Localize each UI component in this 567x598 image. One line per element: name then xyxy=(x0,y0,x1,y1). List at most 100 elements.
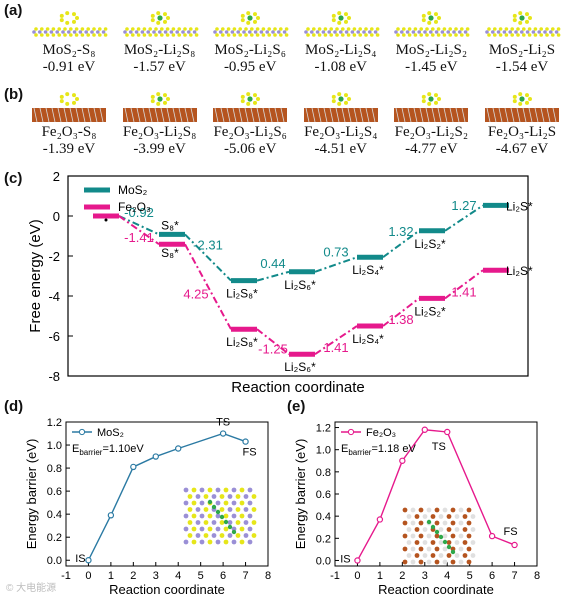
sulfur-atom xyxy=(65,101,70,106)
oxygen-bond xyxy=(142,107,146,123)
sulfur-atom xyxy=(437,27,441,31)
mo-atom xyxy=(248,30,252,34)
fe-atom xyxy=(442,559,448,565)
mo-atom xyxy=(259,30,264,34)
mo-atom xyxy=(251,533,257,538)
oxygen-bond xyxy=(504,107,509,123)
sulfur-atom xyxy=(556,33,561,37)
oxygen-bond xyxy=(341,107,346,123)
lithium-atom xyxy=(338,15,344,21)
sulfur-atom xyxy=(221,27,225,31)
y-tick-label: 0.2 xyxy=(316,533,331,545)
oxygen-bond xyxy=(45,107,50,123)
sulfur-atom xyxy=(340,27,345,31)
mo-atom xyxy=(101,30,106,34)
sulfur-atom xyxy=(92,27,96,31)
sulfur-atom xyxy=(59,94,64,99)
oxygen-bond xyxy=(124,107,128,123)
mo-atom xyxy=(199,500,205,506)
mo-atom xyxy=(236,30,241,34)
sulfur-atom xyxy=(448,33,453,37)
mo-atom xyxy=(548,30,553,34)
x-tick-label: 6 xyxy=(220,570,226,582)
mo-atom xyxy=(219,30,223,34)
y-tick-label: 0.0 xyxy=(316,555,331,567)
mo-atom xyxy=(531,30,536,34)
mos2-structure-0: MoS₂-S₈ -0.91 eV xyxy=(28,6,110,76)
sulfur-atom xyxy=(130,33,135,37)
sulfur-atom xyxy=(255,27,260,31)
sulfur-atom xyxy=(317,33,322,37)
data-point xyxy=(152,453,159,460)
mo-atom xyxy=(429,30,433,34)
oxygen-bond xyxy=(498,107,503,123)
data-point xyxy=(175,445,182,452)
sulfur-atom xyxy=(155,20,160,25)
mo-atom xyxy=(203,494,209,499)
fe-atom xyxy=(458,507,464,513)
oxygen-bond xyxy=(93,107,98,123)
fe-atom xyxy=(410,546,416,552)
oxygen-bond xyxy=(232,107,237,123)
fe-atom xyxy=(410,507,416,513)
oxygen-bond xyxy=(534,107,539,123)
fe-atom xyxy=(418,533,424,539)
state-label: Li₂S* xyxy=(506,264,533,278)
sulfur-atom xyxy=(273,33,277,37)
fe2o3-binding-energy: -4.77 eV xyxy=(405,141,458,157)
fe-atom xyxy=(414,553,420,558)
x-tick-label: 2 xyxy=(399,570,405,582)
sulfur-atom xyxy=(533,33,538,37)
sulfur-atom xyxy=(346,97,351,101)
sulfur-atom xyxy=(57,33,61,37)
fe-atom xyxy=(458,533,464,539)
mo-atom xyxy=(157,30,162,34)
mo-atom xyxy=(203,533,209,538)
x-tick-label: -1 xyxy=(61,570,71,582)
sulfur-atom xyxy=(337,11,342,16)
x-tick-label: -1 xyxy=(330,570,340,582)
step-energy-label: 1.41 xyxy=(323,340,348,355)
sulfur-atom xyxy=(261,27,266,31)
sulfur-atom xyxy=(279,33,283,37)
x-tick-label: 5 xyxy=(198,570,204,582)
connector-line xyxy=(118,215,160,236)
step-energy-label: -1.41 xyxy=(124,230,154,245)
fe-atom xyxy=(410,559,416,565)
step-energy-label: 4.25 xyxy=(183,287,208,302)
sulfur-atom xyxy=(556,27,561,31)
mos2-structure-label: MoS₂-Li₂S₈ xyxy=(123,42,196,58)
legend-label: Fe₂O₃ xyxy=(118,200,151,214)
mo-atom xyxy=(235,507,241,512)
sulfur-atom xyxy=(340,33,345,37)
sulfur-atom xyxy=(159,27,164,31)
mo-atom xyxy=(239,539,245,545)
mos2-structure-3: MoS₂-Li₂S₄ -1.08 eV xyxy=(300,6,382,76)
plot-frame xyxy=(67,175,529,377)
mo-atom xyxy=(464,30,468,34)
oxygen-bond xyxy=(57,107,62,123)
sulfur-atom xyxy=(527,27,532,31)
sulfur-atom xyxy=(331,18,336,23)
mo-atom xyxy=(122,30,127,34)
sulfur-atom xyxy=(454,27,459,31)
fe-atom xyxy=(418,559,424,565)
fe2o3-structure-image xyxy=(122,92,197,123)
sulfur-atom xyxy=(408,27,412,31)
mo-atom xyxy=(195,494,201,499)
sulfur-atom xyxy=(337,92,342,97)
sulfur-atom xyxy=(434,19,439,24)
sulfur-atom xyxy=(284,27,289,31)
x-tick-label: 0 xyxy=(354,570,360,582)
mo-atom xyxy=(373,30,378,34)
mo-atom xyxy=(207,487,213,493)
mo-atom xyxy=(452,30,457,34)
mo-atom xyxy=(243,520,249,525)
sulfur-atom xyxy=(518,101,523,106)
fe-atom xyxy=(462,540,468,545)
sulfur-atom xyxy=(165,27,169,31)
step-energy-label: 0.73 xyxy=(323,245,348,260)
state-label: S₈* xyxy=(161,218,179,232)
fe-atom xyxy=(434,546,440,552)
sulfur-atom xyxy=(71,93,76,98)
